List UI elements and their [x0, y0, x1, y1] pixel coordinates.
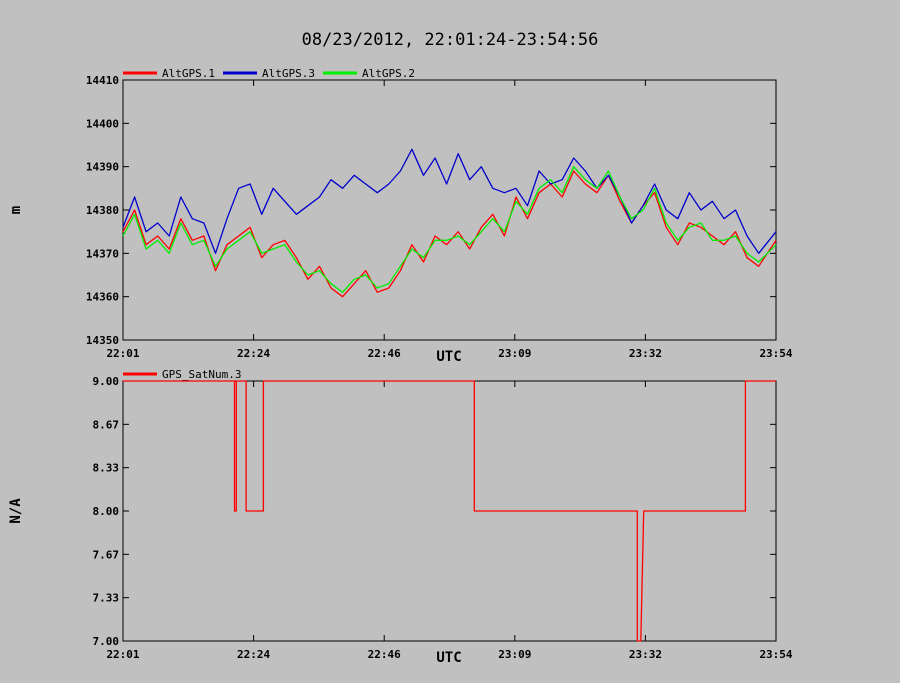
- altitude-legend: AltGPS.1 AltGPS.3 AltGPS.2: [123, 67, 415, 80]
- plot-area-altitude: [122, 79, 777, 341]
- satnum-x-tick-label: 23:54: [759, 648, 792, 661]
- altitude-x-tick-label: 22:01: [106, 347, 139, 360]
- altitude-series: [122, 148, 777, 298]
- altitude-x-tick-label: 22:24: [237, 347, 270, 360]
- satnum-ticks: 7.00 7.33 7.67 8.00 8.33 8.67 9.00 22:01 22:24 22…: [93, 375, 793, 661]
- satnum-x-tick-label: 23:09: [498, 648, 531, 661]
- altitude-series-line-altgps-2: [122, 166, 777, 293]
- satnum-y-tick-label: 7.00: [93, 635, 120, 648]
- altitude-y-tick-label: 14350: [86, 334, 119, 347]
- satnum-x-tick-label: 23:32: [629, 648, 662, 661]
- satnum-y-tick-label: 9.00: [93, 375, 120, 388]
- satnum-series: [123, 380, 776, 642]
- altitude-x-tick-label: 23:54: [759, 347, 792, 360]
- satnum-legend-label: GPS_SatNum.3: [162, 368, 241, 381]
- altitude-x-tick-label: 23:09: [498, 347, 531, 360]
- altitude-y-tick-label: 14410: [86, 74, 119, 87]
- satnum-legend: GPS_SatNum.3: [123, 368, 241, 381]
- altitude-y-axis-label: m: [8, 206, 24, 214]
- satnum-y-tick-label: 7.33: [93, 592, 120, 605]
- panel-satnum: 7.00 7.33 7.67 8.00 8.33 8.67 9.00 22:01 22:24 22…: [8, 368, 793, 666]
- altitude-legend-label: AltGPS.3: [262, 67, 315, 80]
- altitude-series-line-altgps-1: [122, 170, 777, 298]
- satnum-y-axis-label: N/A: [8, 498, 24, 524]
- satnum-y-tick-label: 8.33: [93, 462, 120, 475]
- satnum-x-axis-label: UTC: [436, 650, 461, 666]
- altitude-series-line-altgps-3: [122, 148, 777, 254]
- satnum-x-tick-label: 22:24: [237, 648, 270, 661]
- satnum-x-tick-label: 22:46: [368, 648, 401, 661]
- satnum-y-tick-label: 7.67: [93, 548, 120, 561]
- altitude-ticks: 14350 14360 14370 14380 14390 14400 14410 22:01…: [86, 74, 793, 360]
- panel-altitude: 14350 14360 14370 14380 14390 14400 14410 22:01…: [8, 67, 793, 365]
- altitude-y-tick-label: 14360: [86, 291, 119, 304]
- altitude-y-tick-label: 14390: [86, 161, 119, 174]
- altitude-y-tick-label: 14400: [86, 117, 119, 130]
- altitude-y-tick-label: 14380: [86, 204, 119, 217]
- satnum-x-tick-label: 22:01: [106, 648, 139, 661]
- satnum-y-tick-label: 8.67: [93, 418, 120, 431]
- altitude-x-tick-label: 22:46: [368, 347, 401, 360]
- altitude-x-axis-label: UTC: [436, 349, 461, 365]
- altitude-y-tick-label: 14370: [86, 247, 119, 260]
- altitude-legend-label: AltGPS.2: [362, 67, 415, 80]
- satnum-y-tick-label: 8.00: [93, 505, 120, 518]
- satnum-series-line-gps-satnum-3: [123, 380, 776, 642]
- altitude-x-tick-label: 23:32: [629, 347, 662, 360]
- chart-title: 08/23/2012, 22:01:24-23:54:56: [302, 30, 599, 50]
- altitude-legend-label: AltGPS.1: [162, 67, 215, 80]
